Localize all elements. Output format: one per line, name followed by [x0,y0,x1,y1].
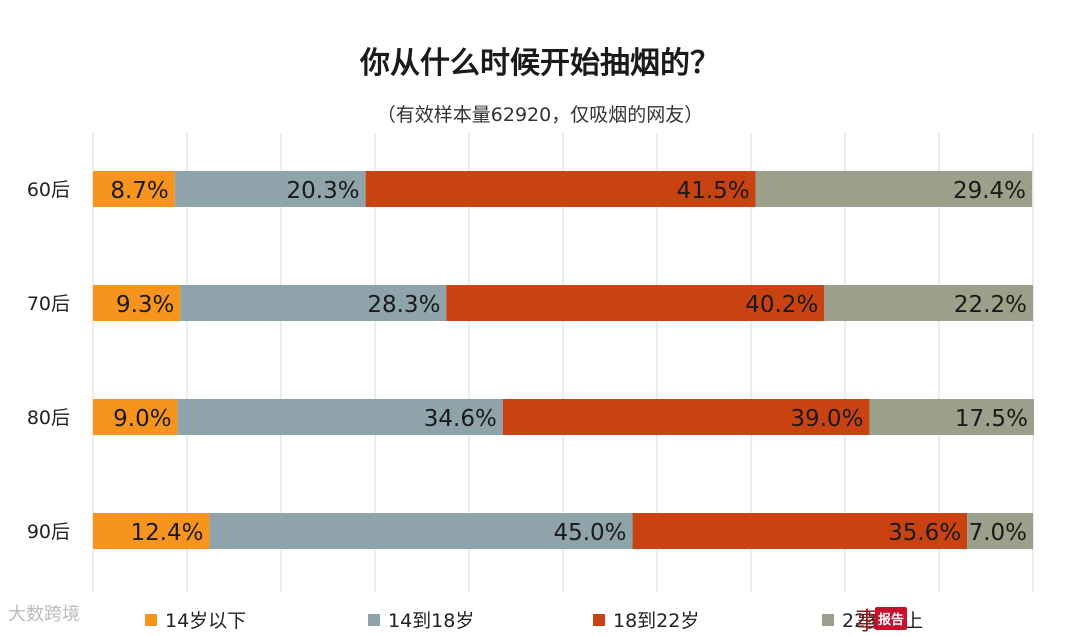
bar-segment [174,171,366,207]
bar-segment [93,285,181,321]
bar-segment [502,399,870,435]
bar-segment [93,399,178,435]
bar-segment [446,285,825,321]
legend-swatch [145,613,157,626]
legend-item: 14到18岁 [368,606,474,633]
bar-segment [632,513,968,549]
data-label: 22.2% [954,292,1027,318]
bar-segment [365,171,756,207]
bar-segment [93,513,210,549]
bar-segment [869,399,1034,435]
bar-segment [209,513,633,549]
bar-segment [755,171,1033,207]
data-label: 28.3% [367,292,440,318]
category-label: 60后 [27,179,70,201]
data-label: 20.3% [287,178,360,204]
data-label: 40.2% [745,292,818,318]
category-label: 70后 [27,293,70,315]
data-label: 34.6% [424,406,497,432]
data-label: 39.0% [790,406,863,432]
logo-stamp: 报告 [875,606,908,630]
data-label: 8.7% [110,178,168,204]
category-label: 90后 [27,521,70,543]
category-label: 80后 [27,407,70,429]
legend-label: 18到22岁 [613,610,700,632]
legend-item: 14岁以下 [145,606,246,633]
bar-segment [180,285,447,321]
data-label: 12.4% [130,520,203,546]
data-label: 35.6% [888,520,961,546]
bar-segment [967,513,1033,549]
data-label: 7.0% [969,520,1027,546]
chart-subtitle: （有效样本量62920，仅吸烟的网友） [376,104,704,126]
data-label: 17.5% [955,406,1028,432]
stacked-bar-chart: 60后 8.7% 20.3% 41.5% 29.4% 70后 9.3% 28.3% 40.2% 2… [27,133,1034,592]
corner-logo: 事 报告 [855,604,941,635]
bar-segment [177,399,503,435]
data-label: 29.4% [953,178,1026,204]
watermark-text: 大数跨境 [8,604,80,625]
bar-segment [93,171,175,207]
legend-swatch [368,613,380,626]
legend-swatch [593,613,605,626]
legend-label: 14到18岁 [388,610,475,632]
watermark: 大数跨境 [8,600,80,626]
data-label: 9.0% [113,406,171,432]
legend-swatch [822,613,834,626]
data-label: 45.0% [553,520,626,546]
legend-item: 18到22岁 [593,606,699,633]
legend-label: 14岁以下 [165,610,247,632]
data-label: 9.3% [116,292,174,318]
chart-title: 你从什么时候开始抽烟的？ [360,46,720,81]
data-label: 41.5% [677,178,750,204]
bar-segment [824,285,1033,321]
